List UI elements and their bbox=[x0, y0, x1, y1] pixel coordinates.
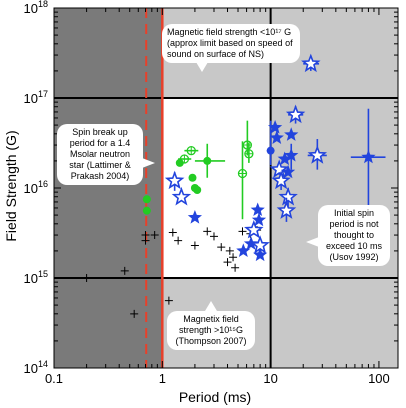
data-point-cross bbox=[209, 232, 218, 241]
data-point-star-open bbox=[271, 170, 291, 190]
x-tick-label: 1 bbox=[159, 371, 166, 386]
axis-ticks: 0.1 1 10 100 1014 1015 1016 1017 1018 bbox=[24, 0, 398, 386]
y-tick-label: 1018 bbox=[24, 0, 48, 16]
shaded-regions bbox=[54, 8, 398, 368]
data-point-cross bbox=[82, 274, 91, 282]
data-point-circle-plus-cross bbox=[180, 155, 189, 163]
data-point-star bbox=[187, 210, 202, 224]
data-point-cross bbox=[141, 236, 150, 245]
data-point-dot bbox=[266, 146, 275, 155]
data-point-cross bbox=[203, 227, 212, 236]
annotation-magnetic-limit: Magnetic field strength <10¹⁷ G (approx … bbox=[162, 24, 300, 72]
data-point-star-open bbox=[276, 200, 297, 219]
data-point-star-open bbox=[164, 170, 185, 190]
data-point-star bbox=[269, 130, 284, 144]
data-point-dot bbox=[142, 195, 151, 204]
data-point-cross bbox=[120, 266, 129, 275]
data-point-cross bbox=[150, 231, 159, 240]
data-point-star-open bbox=[278, 186, 298, 206]
data-point-star-open bbox=[244, 219, 264, 239]
data-point-dot bbox=[203, 156, 212, 165]
y-tick-label: 1015 bbox=[24, 269, 48, 286]
data-point-cross bbox=[190, 241, 199, 250]
data-point-cross bbox=[231, 263, 240, 272]
annotation-magnetic-limit-text: Magnetic field strength <10¹⁷ G (approx … bbox=[167, 27, 293, 59]
y-tick-label: 1016 bbox=[24, 179, 48, 196]
data-point-cross bbox=[174, 236, 183, 245]
annotation-spin-breakup-text: Spin break up period for a 1.4 Msolar ne… bbox=[69, 127, 131, 181]
data-point-dot bbox=[188, 173, 197, 182]
data-point-star bbox=[251, 212, 267, 227]
callout-pointer bbox=[196, 62, 208, 72]
data-point-star-open bbox=[285, 104, 306, 124]
data-point-star-open bbox=[301, 53, 321, 73]
data-point-star bbox=[250, 202, 265, 216]
data-point-star bbox=[268, 120, 283, 134]
data-point-star-open bbox=[171, 186, 192, 206]
y-axis-label: Field Strength (G) bbox=[3, 130, 19, 241]
data-point-star bbox=[281, 164, 296, 179]
region-allowed-white bbox=[162, 98, 271, 278]
data-point-circle-plus-cross bbox=[243, 141, 252, 150]
data-point-circle-plus-cross bbox=[244, 149, 253, 158]
data-point-cross bbox=[217, 243, 226, 252]
data-point-dot bbox=[142, 206, 151, 215]
data-point-star bbox=[253, 247, 268, 262]
data-point-dot bbox=[175, 158, 184, 167]
data-point-star bbox=[236, 243, 251, 257]
reference-lines bbox=[54, 8, 398, 368]
callout-pointer bbox=[306, 237, 319, 247]
data-point-cross bbox=[223, 258, 232, 267]
data-point-star bbox=[361, 149, 376, 164]
callout-pointer bbox=[205, 301, 217, 311]
data-point-cross bbox=[168, 228, 177, 237]
annotation-magnetar-field: Magnetix field strength >10¹⁵G (Thompson… bbox=[167, 301, 255, 350]
data-point-star bbox=[284, 147, 299, 162]
x-axis-label: Period (ms) bbox=[179, 389, 251, 405]
annotation-magnetar-field-text: Magnetix field strength >10¹⁵G (Thompson… bbox=[175, 314, 247, 346]
data-point-star bbox=[243, 236, 259, 250]
data-point-cross bbox=[225, 246, 234, 255]
data-point-cross bbox=[229, 253, 238, 262]
annotation-initial-spin-text: Initial spin period is not thought to ex… bbox=[325, 208, 383, 262]
data-point-dot bbox=[193, 186, 202, 195]
x-tick-label: 0.1 bbox=[45, 371, 63, 386]
region-below-breakup-dark bbox=[54, 8, 163, 368]
data-point-cross bbox=[130, 309, 139, 318]
data-point-circle-plus-cross bbox=[238, 169, 247, 178]
x-tick-label: 100 bbox=[368, 371, 390, 386]
data-point-star bbox=[277, 151, 292, 166]
y-tick-label: 1014 bbox=[24, 359, 48, 376]
annotation-initial-spin: Initial spin period is not thought to ex… bbox=[306, 205, 390, 266]
data-point-star bbox=[284, 127, 299, 141]
callout-pointer bbox=[142, 158, 155, 168]
data-marks bbox=[82, 53, 386, 318]
y-tick-label: 1017 bbox=[24, 89, 48, 106]
data-point-star-open bbox=[269, 159, 289, 178]
data-point-cross bbox=[164, 296, 173, 305]
data-point-star-open bbox=[250, 235, 270, 254]
x-tick-label: 10 bbox=[263, 371, 277, 386]
data-point-cross bbox=[238, 227, 247, 236]
annotation-spin-breakup: Spin break up period for a 1.4 Msolar ne… bbox=[57, 124, 155, 185]
data-point-star-open bbox=[307, 145, 328, 164]
data-point-circle-plus-cross bbox=[187, 146, 196, 155]
